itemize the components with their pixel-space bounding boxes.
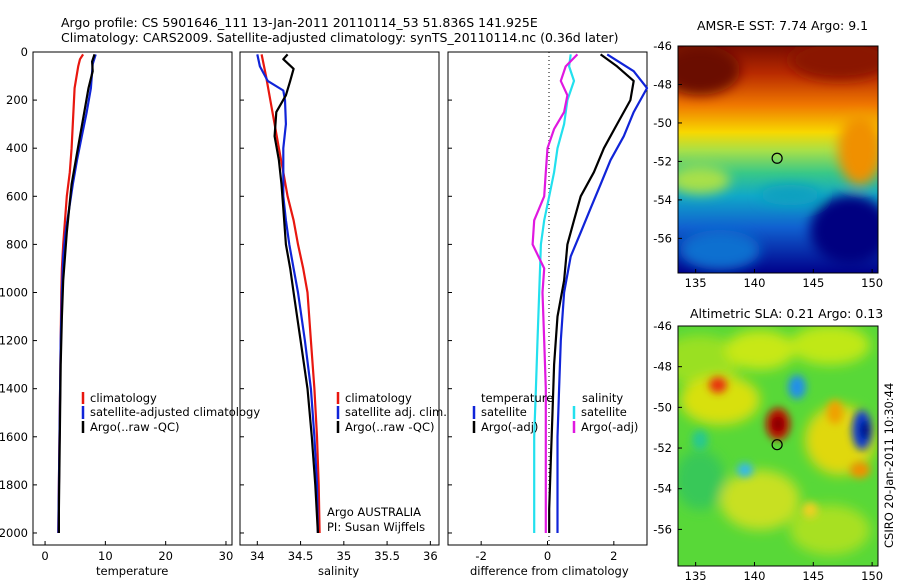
series-line-argo-raw-qc- [273, 53, 319, 534]
lat-tick-label: -54 [653, 482, 672, 496]
lon-tick-label: 135 [685, 569, 707, 580]
series-line-argo-adj- [548, 53, 635, 533]
salinity-axis-ticks: 34 34.5 35 35.5 36 [240, 51, 438, 563]
legend-label-climatology: climatology [90, 391, 157, 405]
x-tick-label: 34 [250, 549, 265, 563]
x-tick-label: 0 [544, 549, 551, 563]
argo-float-marker [771, 152, 783, 164]
lat-tick-label: -46 [653, 319, 672, 333]
temperature-axis-label: temperature [96, 564, 168, 578]
sla-map-panel: Altimetric SLA: 0.21 Argo: 0.13 [653, 306, 896, 580]
x-tick-label: 2 [610, 549, 617, 563]
temperature-axis-ticks: 0 10 20 30 [41, 541, 233, 563]
x-tick-label: 34.5 [288, 549, 314, 563]
lon-tick-label: 150 [861, 569, 883, 580]
difference-axis-label: difference from climatology [470, 564, 629, 578]
argo-float-marker [771, 439, 783, 451]
lat-tick-label: -52 [653, 154, 672, 168]
salinity-panel: 34 34.5 35 35.5 36 salinity climatology sate… [239, 51, 447, 578]
temperature-panel: 0 200 400 600 800 1000 1200 1400 1600 1800 2000 0 1… [0, 45, 260, 578]
x-tick-label: 30 [219, 549, 234, 563]
x-tick-label: 10 [98, 549, 113, 563]
lat-tick-label: -46 [653, 39, 672, 53]
legend-label-sal-satellite: satellite [581, 405, 627, 419]
sla-map-axis-ticks: -46 -48 -50 -52 -54 -56 135 140 145 150 [653, 319, 883, 580]
salinity-plot-frame [239, 51, 440, 546]
legend-label-temp-argo: Argo(-adj) [481, 420, 538, 434]
x-tick-label: 35 [337, 549, 352, 563]
difference-panel: -2 0 2 difference from climatology tempera… [447, 51, 649, 578]
csiro-timestamp: CSIRO 20-Jan-2011 10:30:44 [882, 383, 896, 548]
x-tick-label: 35.5 [374, 549, 400, 563]
lat-tick-label: -48 [653, 360, 672, 374]
x-tick-label: 20 [158, 549, 173, 563]
temperature-legend: climatology satellite-adjusted climatolo… [81, 391, 260, 434]
legend-group-salinity: salinity [582, 391, 623, 405]
depth-tick-label: 1800 [0, 478, 28, 492]
lon-tick-label: 135 [685, 276, 707, 290]
legend-label-argo: Argo(..raw -QC) [345, 420, 435, 434]
legend-label-temp-satellite: satellite [481, 405, 527, 419]
depth-axis-ticks: 0 200 400 600 800 1000 1200 1400 1600 1800 2000 [0, 45, 37, 540]
depth-tick-label: 2000 [0, 526, 28, 540]
annotation-pi-name: PI: Susan Wijffels [327, 520, 425, 534]
depth-tick-label: 400 [6, 141, 28, 155]
temperature-series [57, 53, 97, 534]
x-tick-label: 36 [423, 549, 438, 563]
temperature-plot-frame [32, 51, 233, 546]
depth-tick-label: 1400 [0, 382, 28, 396]
sst-map-title: AMSR-E SST: 7.74 Argo: 9.1 [697, 18, 868, 33]
depth-tick-label: 1000 [0, 285, 28, 299]
series-line-satellite-adj-clim- [256, 54, 319, 534]
sla-heatmap [678, 326, 878, 566]
series-line-satellite [556, 53, 649, 533]
series-line-climatology [260, 54, 321, 534]
lat-tick-label: -52 [653, 441, 672, 455]
sst-heatmap [678, 46, 878, 273]
legend-label-argo: Argo(..raw -QC) [90, 420, 180, 434]
depth-tick-label: 0 [21, 45, 28, 59]
depth-tick-label: 1600 [0, 430, 28, 444]
legend-group-temperature: temperature [481, 391, 553, 405]
series-line-satellite [533, 54, 576, 533]
depth-tick-label: 1200 [0, 334, 28, 348]
lon-tick-label: 140 [743, 276, 765, 290]
x-tick-label: -2 [475, 549, 486, 563]
difference-series [531, 53, 649, 533]
sla-map-title: Altimetric SLA: 0.21 Argo: 0.13 [690, 306, 883, 321]
x-tick-label: 0 [41, 549, 48, 563]
lon-tick-label: 145 [802, 569, 824, 580]
difference-axis-ticks: -2 0 2 [448, 51, 617, 563]
legend-label-satellite-adjusted: satellite-adjusted climatology [90, 405, 260, 419]
lat-tick-label: -50 [653, 116, 672, 130]
lon-tick-label: 150 [861, 276, 883, 290]
salinity-axis-label: salinity [318, 564, 359, 578]
sst-map-axis-ticks: -46 -48 -50 -52 -54 -56 135 140 145 150 [653, 39, 883, 290]
lon-tick-label: 145 [802, 276, 824, 290]
lat-tick-label: -56 [653, 522, 672, 536]
series-line-satellite-adjusted-climatology [57, 54, 97, 534]
sst-map-panel: AMSR-E SST: 7.74 Argo: 9.1 -46-48-50-52-… [653, 18, 883, 290]
series-line-argo-raw-qc- [57, 54, 96, 533]
depth-tick-label: 600 [6, 189, 28, 203]
depth-tick-label: 800 [6, 237, 28, 251]
legend-label-climatology: climatology [345, 391, 412, 405]
salinity-legend: climatology satellite adj. clim. Argo(..… [336, 391, 447, 434]
difference-legend: temperature satellite Argo(-adj) salinit… [472, 391, 638, 434]
lat-tick-label: -54 [653, 193, 672, 207]
annotation-argo-country: Argo AUSTRALIA [327, 505, 421, 519]
lat-tick-label: -50 [653, 400, 672, 414]
lon-tick-label: 140 [743, 569, 765, 580]
depth-tick-label: 200 [6, 93, 28, 107]
lat-tick-label: -48 [653, 77, 672, 91]
legend-label-satellite-adjusted: satellite adj. clim. [345, 405, 447, 419]
salinity-series [256, 53, 321, 534]
legend-label-sal-argo: Argo(-adj) [581, 420, 638, 434]
series-line-argo-adj- [531, 53, 579, 533]
figure-title-line-1: Argo profile: CS 5901646_111 13-Jan-2011… [61, 15, 538, 30]
lat-tick-label: -56 [653, 231, 672, 245]
figure-title-line-2: Climatology: CARS2009. Satellite-adjuste… [61, 30, 618, 45]
